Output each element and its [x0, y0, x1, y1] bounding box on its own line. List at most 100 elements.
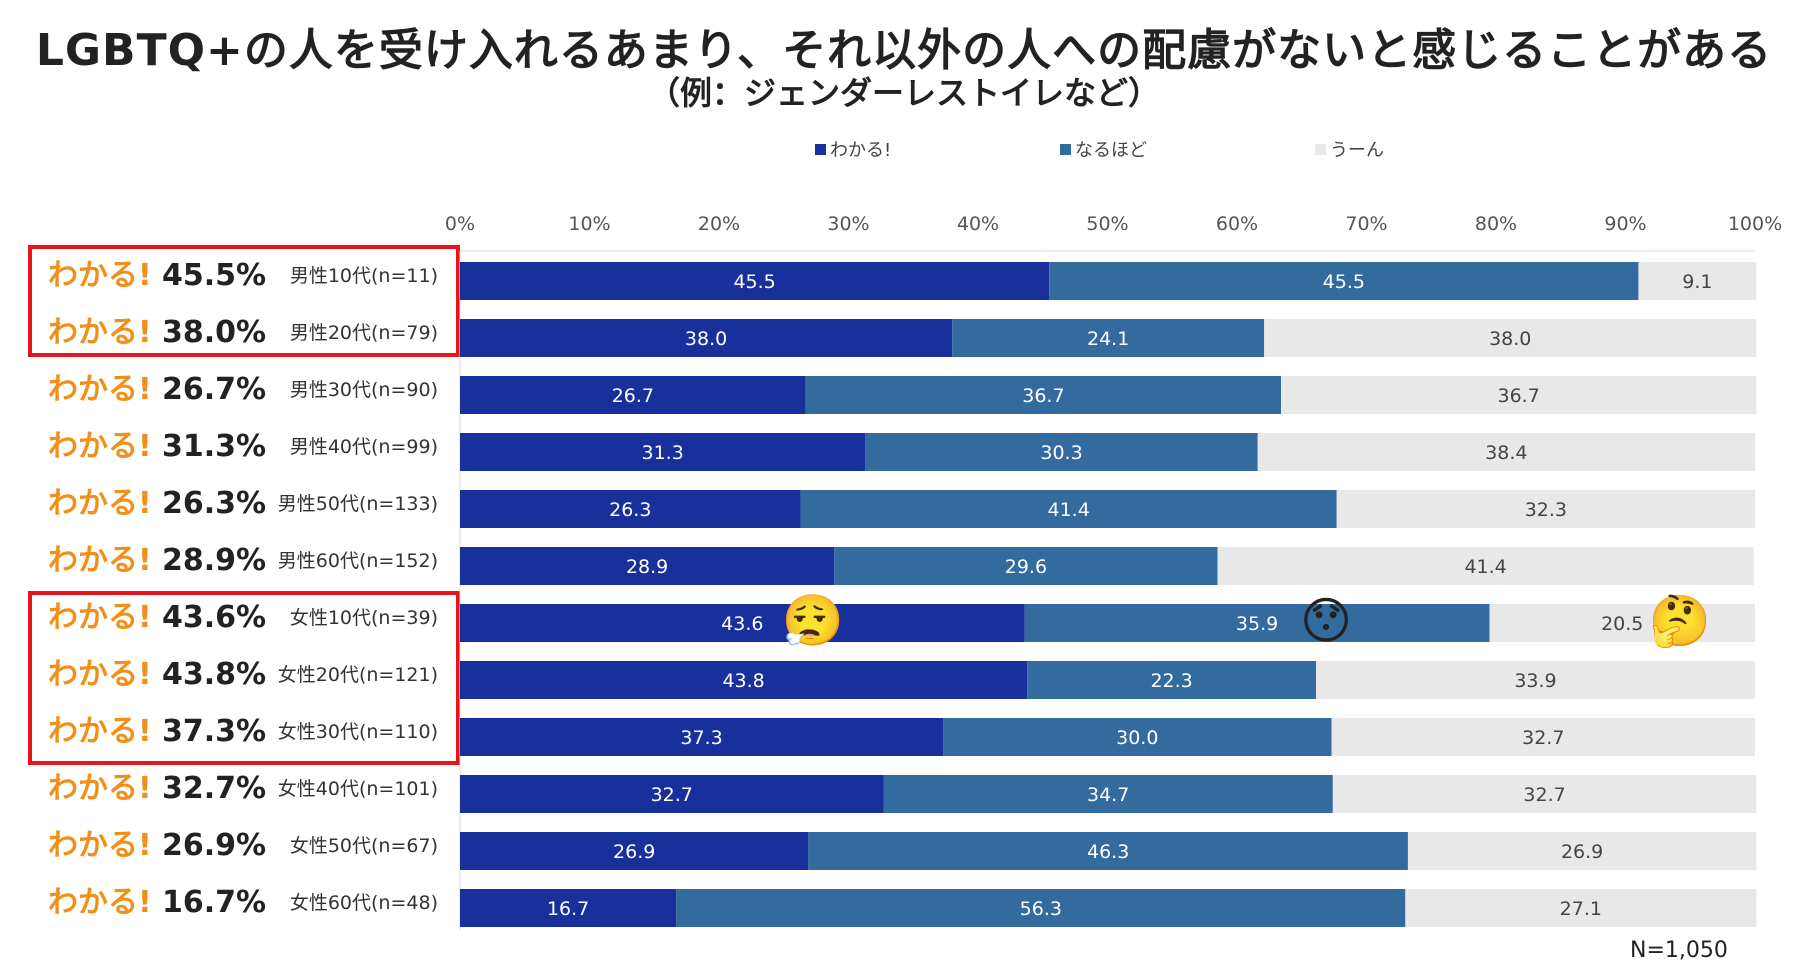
- bar-segment-wakaru: [460, 832, 809, 870]
- bar-data-label: 32.7: [651, 784, 693, 806]
- bar-data-label: 43.8: [722, 670, 764, 692]
- bar-segment-wakaru: [460, 889, 677, 927]
- row-label-group: 男性10代(n=11): [289, 265, 438, 287]
- row-label: わかる! 26.3% 男性50代(n=133): [0, 480, 450, 528]
- bar-data-label: 31.3: [642, 442, 684, 464]
- row-label-group: 男性30代(n=90): [289, 379, 438, 401]
- row-label-percent: 43.6%: [162, 600, 267, 635]
- row-label: わかる! 26.7% 男性30代(n=90): [0, 366, 450, 414]
- x-tick-label: 60%: [1216, 213, 1258, 235]
- row-label: わかる! 45.5% 男性10代(n=11): [0, 252, 450, 300]
- bar-segment-wakaru: [460, 604, 1025, 642]
- legend-item-wakaru: わかる!: [815, 136, 891, 162]
- x-tick-label: 100%: [1728, 213, 1782, 235]
- bar-segment-wakaru: [460, 376, 806, 414]
- bar-data-label: 9.1: [1682, 271, 1712, 293]
- bar-segment-naruhodo: [1027, 661, 1316, 699]
- bar-segment-uun: [1331, 718, 1755, 756]
- row-label-wakaru: わかる!: [48, 486, 152, 521]
- bar-data-label: 32.7: [1522, 727, 1564, 749]
- bar-data-label: 38.0: [1489, 328, 1531, 350]
- row-label-wakaru: わかる!: [48, 600, 152, 635]
- bar-segment-wakaru: [460, 547, 835, 585]
- row-label-wakaru: わかる!: [48, 771, 152, 806]
- row-label: わかる! 26.9% 女性50代(n=67): [0, 822, 450, 870]
- bar-data-label: 41.4: [1464, 556, 1506, 578]
- row-label-wakaru: わかる!: [48, 258, 152, 293]
- legend-swatch-wakaru: [815, 143, 826, 155]
- highlight-box-male-young: [28, 245, 460, 357]
- row-label-wakaru: わかる!: [48, 885, 152, 920]
- bar-segment-uun: [1257, 433, 1755, 471]
- row-label-wakaru: わかる!: [48, 714, 152, 749]
- bar-segment-uun: [1489, 604, 1755, 642]
- legend-label-naruhodo: なるほど: [1075, 140, 1147, 161]
- row-label-wakaru: わかる!: [48, 543, 152, 578]
- bar-segment-uun: [1405, 889, 1757, 927]
- bar-segment-wakaru: [460, 262, 1050, 300]
- row-label-percent: 32.7%: [162, 771, 267, 806]
- bar-data-label: 36.7: [1498, 385, 1540, 407]
- row-label-group: 男性50代(n=133): [277, 493, 438, 515]
- row-label-percent: 38.0%: [162, 315, 267, 350]
- row-label-wakaru: わかる!: [48, 315, 152, 350]
- bar-data-label: 46.3: [1087, 841, 1129, 863]
- row-label-group: 女性10代(n=39): [289, 607, 438, 629]
- row-label-wakaru: わかる!: [48, 828, 152, 863]
- bar-data-label: 36.7: [1022, 385, 1064, 407]
- x-tick-label: 40%: [957, 213, 999, 235]
- x-tick-label: 70%: [1345, 213, 1387, 235]
- row-label: わかる! 37.3% 女性30代(n=110): [0, 708, 450, 756]
- bar-segment-naruhodo: [1024, 604, 1490, 642]
- bar-segment-wakaru: [460, 718, 944, 756]
- bar-segment-naruhodo: [676, 889, 1406, 927]
- row-label: わかる! 31.3% 男性40代(n=99): [0, 423, 450, 471]
- bar-data-label: 26.9: [613, 841, 655, 863]
- bar-data-label: 41.4: [1047, 499, 1089, 521]
- legend-swatch-naruhodo: [1060, 143, 1071, 155]
- bar-segment-uun: [1407, 832, 1757, 870]
- row-label: わかる! 43.6% 女性10代(n=39): [0, 594, 450, 642]
- row-label: わかる! 16.7% 女性60代(n=48): [0, 879, 450, 927]
- bar-segment-wakaru: [460, 433, 866, 471]
- bar-segment-uun: [1332, 775, 1757, 813]
- face-exhaling-icon: 😮‍💨: [781, 592, 845, 650]
- bar-segment-naruhodo: [883, 775, 1333, 813]
- bar-data-label: 38.0: [685, 328, 727, 350]
- bar-data-label: 26.7: [612, 385, 654, 407]
- bar-data-label: 45.5: [1323, 271, 1365, 293]
- row-label-percent: 26.7%: [162, 372, 267, 407]
- bar-data-label: 32.7: [1523, 784, 1565, 806]
- row-label-percent: 43.8%: [162, 657, 267, 692]
- row-label-wakaru: わかる!: [48, 372, 152, 407]
- row-label-percent: 45.5%: [162, 258, 267, 293]
- bar-segment-naruhodo: [800, 490, 1337, 528]
- legend-swatch-uun: [1315, 143, 1326, 155]
- bar-data-label: 37.3: [680, 727, 722, 749]
- hushed-face-icon: 😯: [1299, 592, 1353, 650]
- row-label: わかる! 28.9% 男性60代(n=152): [0, 537, 450, 585]
- bar-data-label: 32.3: [1525, 499, 1567, 521]
- x-tick-label: 30%: [827, 213, 869, 235]
- row-label-group: 男性60代(n=152): [277, 550, 438, 572]
- x-tick-label: 20%: [698, 213, 740, 235]
- bar-segment-wakaru: [460, 319, 953, 357]
- bar-data-label: 20.5: [1601, 613, 1643, 635]
- row-label: わかる! 38.0% 男性20代(n=79): [0, 309, 450, 357]
- x-tick-label: 80%: [1475, 213, 1517, 235]
- total-sample-note: N=1,050: [1630, 938, 1728, 963]
- bar-segment-naruhodo: [805, 376, 1282, 414]
- bar-data-label: 30.3: [1040, 442, 1082, 464]
- row-label-percent: 26.3%: [162, 486, 267, 521]
- x-tick-label: 90%: [1604, 213, 1646, 235]
- bar-segment-naruhodo: [952, 319, 1265, 357]
- bar-segment-uun: [1217, 547, 1754, 585]
- bar-data-label: 33.9: [1514, 670, 1556, 692]
- row-label-group: 男性20代(n=79): [289, 322, 438, 344]
- legend-label-wakaru: わかる!: [830, 140, 892, 161]
- row-label-percent: 31.3%: [162, 429, 267, 464]
- row-label-wakaru: わかる!: [48, 657, 152, 692]
- chart-subtitle: （例：ジェンダーレストイレなど）: [647, 74, 1160, 112]
- bar-data-label: 38.4: [1485, 442, 1527, 464]
